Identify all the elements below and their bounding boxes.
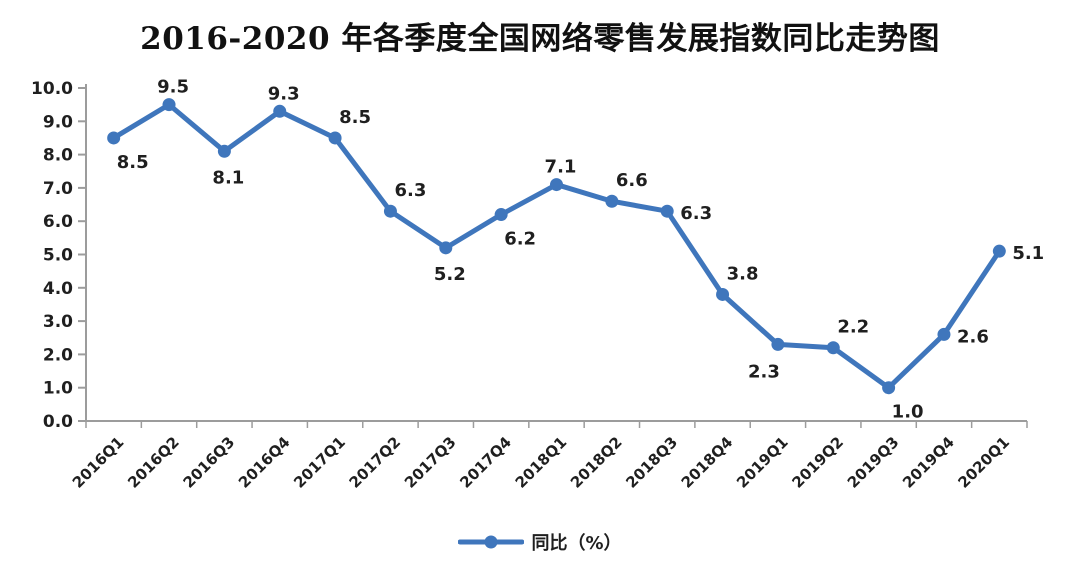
data-point-marker [383, 204, 397, 218]
y-tick-label: 2.0 [43, 345, 73, 365]
y-tick-label: 7.0 [43, 179, 73, 199]
x-tick-label: 2017Q4 [456, 433, 515, 492]
y-tick-label: 3.0 [43, 312, 73, 332]
y-tick-label: 6.0 [43, 212, 73, 232]
data-point-marker [107, 131, 121, 145]
data-point-label: 2.6 [957, 326, 989, 347]
data-point-label: 6.3 [680, 203, 712, 224]
data-point-label: 5.1 [1012, 243, 1044, 264]
x-tick-label: 2017Q1 [290, 433, 349, 492]
chart-title: 2016-2020 年各季度全国网络零售发展指数同比走势图 [140, 21, 940, 57]
data-point-label: 8.1 [212, 167, 244, 188]
legend-series-label: 同比（%） [531, 533, 622, 554]
y-tick-label: 0.0 [43, 412, 73, 432]
x-tick-label: 2018Q2 [567, 433, 626, 492]
legend: 同比（%） [0, 529, 1080, 555]
data-point-marker [660, 204, 674, 218]
data-point-label: 2.3 [748, 361, 780, 382]
data-point-label: 1.0 [892, 402, 924, 423]
data-point-marker [826, 341, 840, 355]
data-point-marker [328, 131, 342, 145]
data-point-marker [162, 98, 176, 112]
y-tick-label: 5.0 [43, 246, 73, 266]
data-point-marker [605, 194, 619, 208]
legend-line-marker-icon [458, 535, 525, 549]
y-tick-label: 1.0 [43, 379, 73, 399]
data-point-marker [882, 381, 896, 395]
x-tick-label: 2019Q3 [844, 433, 903, 492]
data-point-marker [550, 178, 563, 192]
y-tick-label: 10.0 [31, 79, 73, 99]
data-point-marker [992, 244, 1006, 258]
data-point-label: 8.5 [117, 152, 149, 173]
data-point-label: 8.5 [339, 107, 371, 128]
x-tick-label: 2017Q3 [401, 433, 460, 492]
x-tick-label: 2016Q1 [69, 433, 128, 492]
x-tick-label: 2019Q4 [899, 433, 958, 492]
y-tick-label: 9.0 [43, 112, 73, 132]
data-point-marker [217, 144, 231, 158]
data-point-marker [439, 241, 453, 255]
x-tick-label: 2018Q1 [512, 433, 571, 492]
data-point-label: 6.2 [504, 229, 536, 250]
y-tick-label: 8.0 [43, 146, 73, 166]
x-tick-label: 2018Q4 [678, 433, 737, 492]
data-point-label: 9.3 [268, 83, 300, 104]
x-tick-label: 2016Q4 [235, 433, 294, 492]
data-point-label: 7.1 [545, 157, 577, 178]
data-point-label: 2.2 [837, 317, 869, 338]
x-tick-label: 2020Q1 [955, 433, 1014, 492]
data-point-label: 3.8 [727, 263, 759, 284]
data-point-marker [716, 287, 730, 301]
x-tick-label: 2016Q2 [124, 433, 183, 492]
data-point-label: 5.2 [434, 264, 466, 285]
y-tick-label: 4.0 [43, 279, 73, 299]
data-point-label: 6.3 [394, 180, 426, 201]
x-tick-label: 2018Q3 [622, 433, 681, 492]
x-tick-label: 2017Q2 [346, 433, 405, 492]
x-tick-label: 2016Q3 [180, 433, 239, 492]
x-tick-label: 2019Q2 [788, 433, 847, 492]
series-line [111, 102, 1002, 391]
data-point-marker [771, 337, 785, 351]
data-point-label: 9.5 [157, 77, 189, 98]
data-point-label: 6.6 [616, 170, 648, 191]
data-point-marker [273, 104, 287, 118]
x-tick-label: 2019Q1 [733, 433, 792, 492]
data-point-marker [937, 327, 951, 341]
data-point-marker [494, 208, 508, 222]
